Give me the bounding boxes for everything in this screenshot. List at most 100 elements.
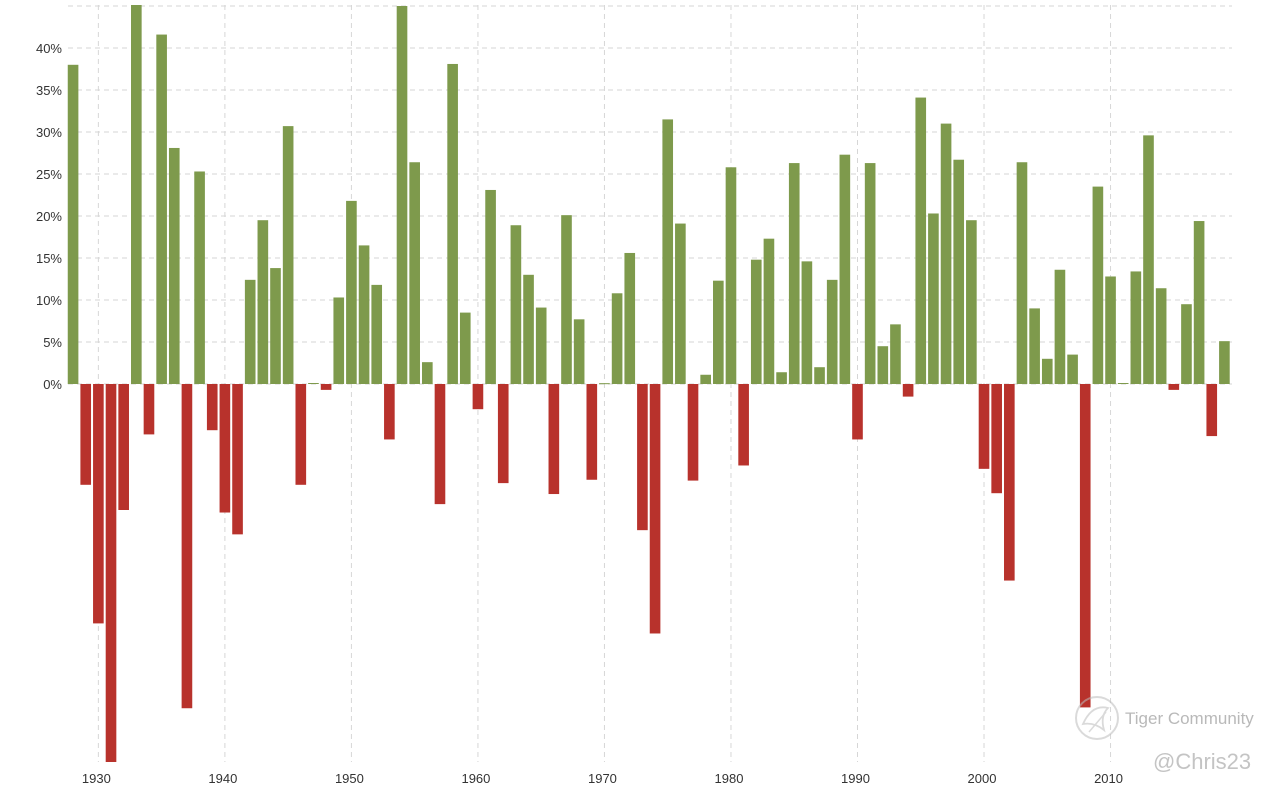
bar-1945	[282, 126, 294, 385]
bar-1940	[219, 384, 231, 513]
bar-1949	[333, 297, 345, 384]
bar-1978	[700, 374, 711, 384]
bar-2005	[1041, 358, 1053, 384]
bar-1928	[67, 64, 79, 385]
y-tick-label: 30%	[36, 125, 62, 140]
bar-2018	[1206, 384, 1218, 437]
y-tick-label: 15%	[36, 251, 62, 266]
bar-1946	[295, 384, 307, 485]
bar-1985	[788, 163, 800, 384]
bar-2000	[978, 384, 990, 469]
y-tick-label: 40%	[36, 41, 62, 56]
y-tick-label: 35%	[36, 83, 62, 98]
bar-1987	[814, 367, 825, 384]
bar-1988	[826, 279, 838, 384]
y-axis-ticks: 0% 5% 10% 15% 20% 25% 30% 35% 40%	[36, 41, 62, 392]
bar-1938	[194, 171, 205, 384]
bar-2009	[1092, 186, 1104, 384]
bar-1968	[573, 319, 585, 384]
bar-2012	[1130, 271, 1142, 384]
watermark-user: @Chris23	[1153, 749, 1251, 774]
bar-1980	[725, 167, 737, 384]
bar-2004	[1029, 308, 1040, 384]
bar-1971	[611, 293, 623, 384]
bar-1951	[358, 245, 370, 384]
bar-1981	[738, 384, 749, 466]
bar-2011	[1117, 383, 1129, 384]
bar-1942	[244, 279, 256, 384]
bar-1976	[675, 223, 686, 384]
bar-1932	[118, 384, 129, 510]
bar-1974	[649, 384, 661, 634]
bar-1972	[624, 252, 636, 384]
x-tick-label: 1940	[208, 771, 237, 786]
bar-1998	[953, 159, 965, 384]
watermark-brand: Tiger Community	[1125, 709, 1254, 728]
bar-1990	[852, 384, 863, 440]
bar-1997	[940, 123, 952, 384]
bar-1954	[396, 6, 408, 384]
bar-1960	[472, 384, 484, 410]
bar-2008	[1079, 384, 1091, 708]
bar-1977	[687, 384, 699, 481]
bars	[67, 5, 1230, 762]
bar-2017	[1193, 221, 1205, 384]
bar-1935	[156, 34, 167, 385]
bar-1983	[763, 238, 775, 384]
bar-1982	[750, 259, 762, 384]
bar-1973	[637, 384, 648, 531]
x-tick-label: 1960	[461, 771, 490, 786]
bar-1967	[561, 215, 572, 384]
bar-1966	[548, 384, 560, 495]
x-axis-ticks: 1930 1940 1950 1960 1970 1980 1990 2000 2010	[82, 771, 1123, 786]
bar-1994	[902, 384, 914, 397]
bar-1955	[409, 162, 420, 384]
bar-2007	[1067, 354, 1078, 384]
bar-1941	[232, 384, 243, 535]
bar-1996	[928, 213, 939, 384]
bar-1953	[384, 384, 395, 440]
bar-1979	[713, 280, 724, 384]
bar-1992	[877, 346, 889, 384]
y-tick-label: 5%	[43, 335, 62, 350]
x-tick-label: 2010	[1094, 771, 1123, 786]
bar-1929	[80, 384, 92, 485]
bar-1989	[839, 154, 851, 384]
bar-1999	[966, 220, 977, 384]
bar-1964	[523, 274, 534, 384]
y-tick-label: 25%	[36, 167, 62, 182]
bar-1961	[485, 189, 496, 384]
bar-2013	[1143, 135, 1154, 384]
bar-1958	[447, 63, 458, 385]
x-tick-label: 1950	[335, 771, 364, 786]
x-tick-label: 2000	[968, 771, 997, 786]
y-tick-label: 10%	[36, 293, 62, 308]
y-tick-label: 20%	[36, 209, 62, 224]
bar-1931	[105, 384, 117, 762]
bar-2002	[1004, 384, 1015, 581]
bar-1959	[459, 312, 471, 384]
bar-1995	[915, 97, 927, 384]
bar-2019	[1219, 341, 1230, 384]
bar-1975	[662, 119, 674, 385]
bar-1936	[168, 147, 180, 384]
bar-2006	[1054, 269, 1066, 384]
x-tick-label: 1980	[715, 771, 744, 786]
bar-2014	[1155, 288, 1167, 384]
bar-1944	[270, 268, 281, 384]
bar-1948	[320, 384, 332, 390]
bar-1984	[776, 372, 787, 384]
bar-1986	[801, 261, 813, 384]
bar-1969	[586, 384, 598, 480]
x-tick-label: 1990	[841, 771, 870, 786]
bar-1957	[434, 384, 446, 505]
watermark: Tiger Community @Chris23	[1075, 696, 1254, 774]
bar-1963	[510, 225, 522, 384]
bar-2010	[1105, 276, 1116, 384]
bar-1970	[599, 383, 610, 385]
bar-2001	[991, 384, 1002, 494]
bar-1993	[890, 324, 901, 384]
bar-1962	[497, 384, 509, 484]
bar-1939	[206, 384, 218, 431]
